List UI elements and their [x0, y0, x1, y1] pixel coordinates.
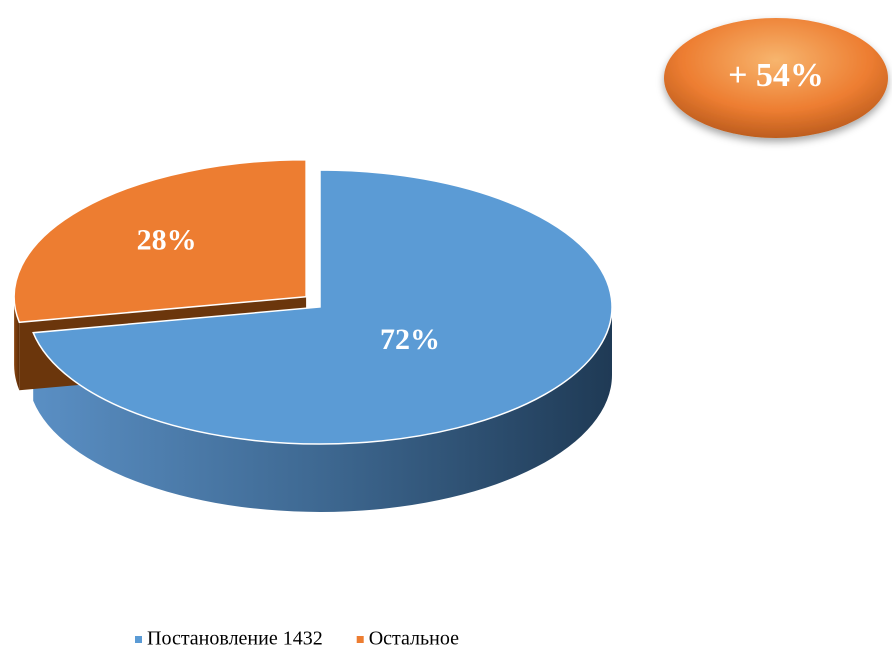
annotation: + 54% [728, 57, 824, 94]
legend-swatch [356, 636, 364, 643]
legend-label: Постановление 1432 [147, 628, 323, 650]
annotation-badge: + 54% [664, 18, 888, 138]
pie: 72% 28% [13, 158, 613, 512]
legend-label: Остальное [369, 628, 459, 650]
data-label: 28% [137, 223, 197, 256]
slice [13, 158, 307, 324]
slice-side [33, 307, 612, 512]
legend-swatch [135, 636, 142, 643]
legend: Постановление 1432 Остальное [135, 628, 459, 650]
data-label: 72% [380, 323, 440, 356]
slice [32, 169, 613, 445]
badge-shape [664, 18, 888, 138]
